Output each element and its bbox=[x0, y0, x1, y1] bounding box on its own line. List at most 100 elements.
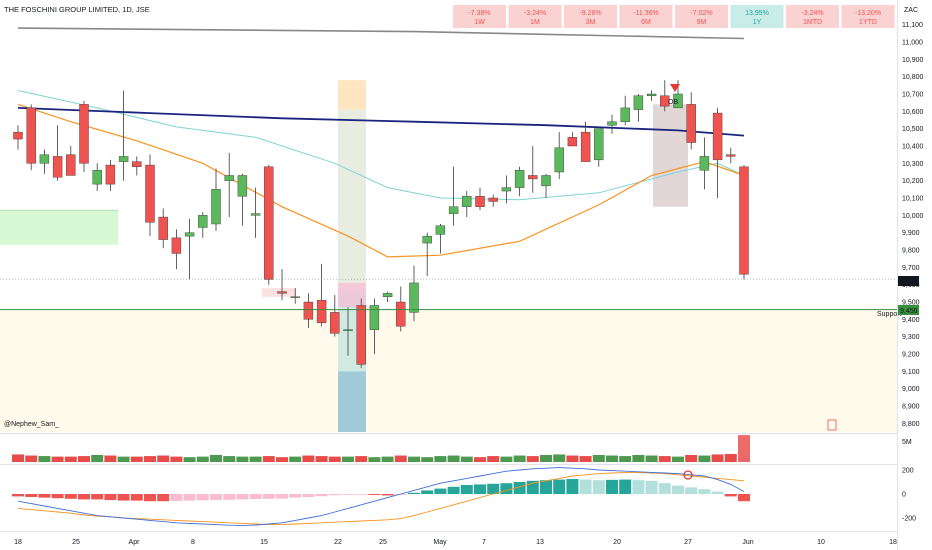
oscillator-bar bbox=[64, 494, 77, 499]
performance-period: 6M bbox=[641, 19, 651, 26]
oscillator-bar bbox=[302, 494, 315, 497]
time-tick: May bbox=[433, 539, 447, 546]
oscillator-bar bbox=[183, 494, 196, 501]
oscillator-bar bbox=[38, 494, 51, 498]
performance-box-1y bbox=[730, 5, 784, 28]
candle-up bbox=[633, 95, 644, 110]
time-tick: 8 bbox=[191, 539, 195, 546]
candle-up bbox=[462, 196, 472, 207]
candle-down bbox=[132, 161, 142, 168]
time-axis[interactable]: 18 25 Apr 8 15 22 25 May 7 13 20 27 Jun 10 18 bbox=[14, 539, 897, 546]
volume-bar bbox=[91, 455, 104, 462]
performance-period: 1YTD bbox=[859, 19, 877, 26]
oscillator-bar bbox=[196, 494, 209, 501]
candle-up bbox=[620, 107, 630, 122]
price-lines bbox=[0, 278, 897, 311]
oscillator-pane bbox=[12, 467, 750, 526]
oscillator-signal-line bbox=[17, 471, 745, 526]
calendar-icon[interactable] bbox=[827, 419, 837, 431]
cross-marker-circle bbox=[683, 470, 693, 480]
position-target-box bbox=[338, 80, 366, 110]
volume-bar bbox=[408, 456, 420, 462]
candle-up bbox=[211, 189, 221, 225]
candle-down bbox=[52, 156, 63, 178]
price-tick: 10,900 bbox=[902, 57, 924, 64]
volume-bar bbox=[196, 456, 209, 462]
volume-bar bbox=[130, 456, 143, 462]
volume-bar bbox=[223, 456, 236, 462]
performance-value: 13.95% bbox=[745, 10, 769, 17]
candle-up bbox=[382, 293, 393, 298]
oscillator-bar bbox=[645, 480, 658, 494]
performance-value: -3.24% bbox=[524, 10, 546, 17]
volume-bar bbox=[487, 456, 500, 462]
volume-bar bbox=[474, 457, 486, 462]
oscillator-bar bbox=[434, 488, 447, 494]
volume-bar bbox=[183, 457, 196, 462]
price-tick: 9,400 bbox=[902, 317, 920, 324]
volume-bar bbox=[658, 456, 671, 462]
oscillator-bar bbox=[460, 485, 473, 494]
volume-bar bbox=[276, 457, 288, 462]
volume-bar bbox=[157, 455, 170, 462]
oscillator-tick: 200 bbox=[902, 468, 914, 475]
candle-up bbox=[673, 93, 683, 109]
time-tick: 25 bbox=[379, 539, 387, 546]
chart-title: THE FOSCHINI GROUP LIMITED, 1D, JSE bbox=[4, 5, 150, 14]
oscillator-bar bbox=[223, 494, 236, 500]
price-tick: 9,300 bbox=[902, 334, 920, 341]
price-tick: 9,000 bbox=[902, 386, 920, 393]
volume-bar bbox=[738, 435, 750, 462]
performance-period: 1M bbox=[530, 19, 540, 26]
candle-down bbox=[726, 154, 736, 157]
time-tick: 20 bbox=[613, 539, 621, 546]
volume-bar bbox=[540, 455, 552, 462]
currency-label: ZAC bbox=[904, 7, 918, 14]
oscillator-bar bbox=[606, 479, 618, 494]
oscillator-bar bbox=[381, 494, 394, 496]
oscillator-bar bbox=[315, 494, 328, 497]
position-stop-box bbox=[338, 371, 366, 432]
volume-bar bbox=[672, 456, 684, 462]
performance-value: -7.02% bbox=[690, 10, 712, 17]
candle-up bbox=[118, 156, 129, 162]
ma200-line bbox=[17, 107, 745, 137]
candle-down bbox=[13, 131, 23, 140]
oscillator-bar bbox=[474, 484, 486, 494]
volume-bar bbox=[381, 456, 394, 462]
volume-bar bbox=[170, 456, 183, 462]
candle-down bbox=[396, 301, 406, 327]
oscillator-bar bbox=[698, 489, 711, 494]
oscillator-bar bbox=[553, 479, 566, 494]
oscillator-bar bbox=[619, 479, 632, 494]
candle-down bbox=[488, 197, 498, 202]
ma50-line bbox=[17, 90, 745, 201]
candle-down bbox=[356, 305, 366, 365]
oscillator-bar bbox=[711, 491, 724, 494]
price-tick: 10,600 bbox=[902, 109, 924, 116]
volume-bar bbox=[78, 456, 90, 462]
oscillator-bar bbox=[117, 494, 130, 501]
volume-bar bbox=[724, 453, 737, 462]
candle-up bbox=[224, 175, 234, 181]
price-tick: 10,300 bbox=[902, 161, 924, 168]
ma20-line bbox=[17, 103, 745, 258]
volume-bar bbox=[117, 456, 130, 462]
price-axis[interactable]: 11,100 11,000 10,900 10,800 10,700 10,600 10,5… bbox=[902, 22, 924, 428]
volume-bar bbox=[566, 455, 579, 462]
position-range-box bbox=[338, 109, 366, 292]
candle-down bbox=[303, 301, 314, 320]
time-tick: 27 bbox=[684, 539, 692, 546]
candle-down bbox=[264, 166, 274, 280]
oscillator-bar bbox=[236, 494, 249, 500]
volume-bar bbox=[144, 456, 156, 462]
oscillator-bar bbox=[328, 494, 341, 496]
candle-up bbox=[514, 170, 525, 188]
volume-bar bbox=[579, 456, 592, 462]
price-tick: 11,100 bbox=[902, 22, 923, 29]
price-tick: 9,200 bbox=[902, 352, 920, 359]
volume-bar bbox=[25, 455, 38, 462]
candle-up bbox=[435, 225, 446, 235]
oscillator-bar bbox=[540, 480, 552, 494]
